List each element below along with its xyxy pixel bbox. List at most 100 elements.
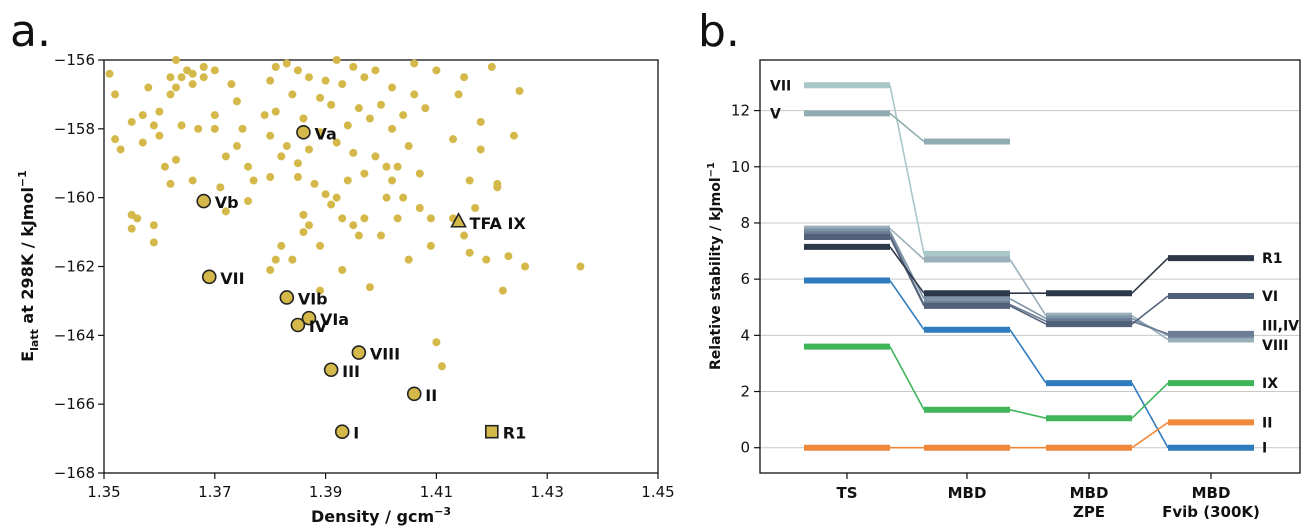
structure-point [432,66,441,75]
y-tick-label: −158 [54,120,95,138]
structure-point [266,76,275,85]
structure-point [399,111,408,120]
structure-point [321,190,330,199]
structure-point [194,124,203,133]
category-label: MBD [1192,484,1231,502]
structure-point [166,179,175,188]
structure-point [127,224,136,233]
structure-point [177,121,186,130]
panel-b-letter: b. [698,6,740,57]
structure-point [377,100,385,109]
point-label: II [425,386,437,405]
connector-vi [1009,305,1047,325]
point-label: VII [220,269,244,288]
panel-a: a. 1.35 1.37 1.39 1.41 1.43 1.45 −168 −166 −164… [10,6,675,526]
structure-point [371,66,380,75]
y-tick-label: −164 [54,326,95,344]
highlighted-point-iv: IV [290,317,328,336]
category-label: MBD [948,484,987,502]
structure-point [388,83,397,92]
point-label: Vb [215,193,239,212]
structure-point [360,214,369,223]
y-tick-label: 2 [740,383,750,401]
category-label: TS [836,484,857,502]
structure-point [293,66,302,75]
structure-point [521,262,530,271]
structure-point [415,203,424,212]
structure-point [221,152,230,161]
connector-ix [1131,382,1169,419]
structure-point [271,107,280,116]
structure-point [354,231,363,240]
structure-point [465,176,474,185]
structure-point [288,90,297,99]
level-label: II [1262,415,1272,431]
structure-point [338,214,347,223]
structure-point [343,176,352,185]
panel-b-levels [804,82,1254,451]
circle-marker [290,317,306,333]
structure-point [338,80,347,89]
structure-point [432,338,441,347]
highlighted-point-vii: VII [201,269,245,288]
structure-point [232,97,241,106]
level-label: VI [1262,289,1278,305]
structure-point [111,90,120,99]
structure-point [133,214,142,223]
x-tick-label: 1.41 [420,483,453,501]
structure-point [260,111,269,120]
connector-i [1009,329,1047,384]
structure-point [166,90,175,99]
structure-point [188,69,197,78]
y-tick-label: −162 [54,258,95,276]
structure-point [299,114,308,123]
structure-point [316,128,325,137]
structure-point [282,59,291,68]
structure-point [249,176,258,185]
y-tick-label: −160 [54,189,95,207]
structure-point [144,83,153,92]
connector-vii [889,85,925,255]
y-tick-label: 10 [731,158,750,176]
structure-point [210,66,219,75]
x-tick-label: 1.35 [87,483,120,501]
connector-iv [1009,298,1047,320]
structure-point [155,107,164,116]
highlighted-point-vb: Vb [196,193,239,212]
structure-point [382,162,391,171]
category-label-line2: Fvib (300K) [1162,503,1260,521]
category-label-line2: ZPE [1073,503,1105,521]
structure-point [471,203,480,212]
connector-iii [1009,303,1047,323]
structure-point [282,142,291,151]
circle-marker [296,124,311,140]
point-label: III [342,362,360,381]
structure-point [271,255,280,264]
y-tick-label: −166 [54,395,95,413]
x-tick-label: 1.45 [641,483,674,501]
y-tick-label: −156 [54,51,95,69]
structure-point [482,255,491,264]
x-tick-label: 1.37 [198,483,231,501]
y-tick-label: 6 [740,270,750,288]
connector-iv [889,231,925,300]
panel-a-plot-frame [103,59,659,474]
highlighted-point-i: I [334,424,359,443]
structure-point [149,121,158,130]
level-label: I [1262,441,1267,457]
circle-marker [323,362,339,378]
circle-marker [351,345,367,360]
connector-i [889,280,925,331]
structure-point [188,176,197,185]
point-label: VIII [370,345,400,364]
connector-v [889,112,925,143]
structure-point [304,73,313,82]
structure-point [116,145,125,154]
structure-point [349,221,358,230]
structure-point [210,124,219,133]
structure-point [149,238,158,247]
square-marker [484,424,499,439]
structure-point [354,104,363,113]
structure-point [244,197,253,206]
